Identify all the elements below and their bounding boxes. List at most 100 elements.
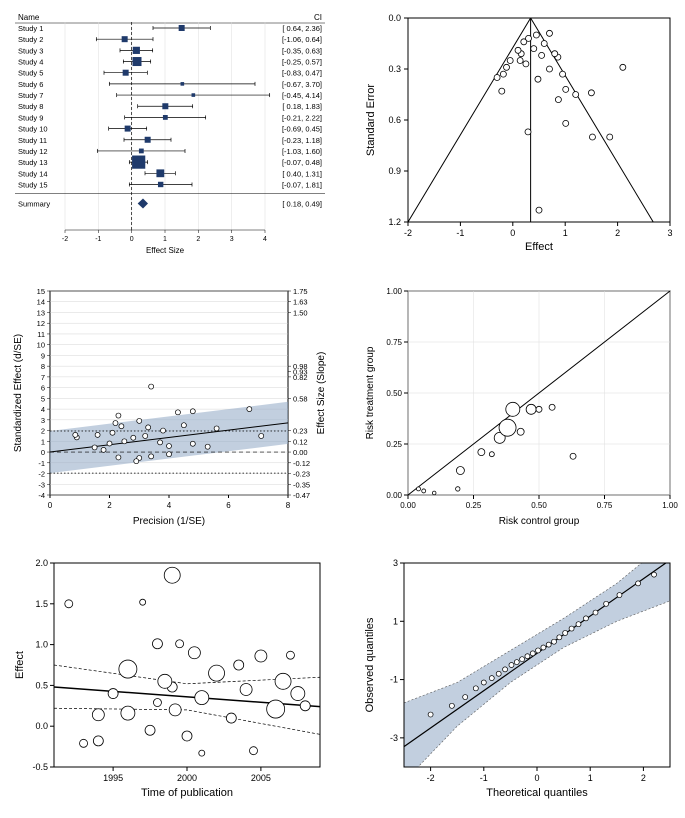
svg-text:0: 0 bbox=[41, 448, 45, 457]
svg-text:3: 3 bbox=[393, 558, 398, 568]
svg-text:0.75: 0.75 bbox=[597, 501, 613, 510]
svg-text:1.50: 1.50 bbox=[293, 308, 308, 317]
svg-text:Effect: Effect bbox=[525, 241, 553, 253]
galbraith-plot-panel: -4-3-2-101234567891011121314151.751.631.… bbox=[10, 283, 330, 536]
svg-text:-3: -3 bbox=[38, 480, 45, 489]
svg-text:-0.47: -0.47 bbox=[293, 491, 310, 500]
svg-text:1.0: 1.0 bbox=[35, 640, 48, 650]
svg-text:1: 1 bbox=[163, 236, 167, 243]
svg-text:Study 4: Study 4 bbox=[18, 58, 43, 67]
svg-text:7: 7 bbox=[41, 373, 45, 382]
svg-text:0.58: 0.58 bbox=[293, 394, 308, 403]
svg-text:0.6: 0.6 bbox=[388, 115, 401, 125]
svg-text:2: 2 bbox=[615, 228, 620, 238]
svg-text:0.25: 0.25 bbox=[386, 440, 402, 449]
svg-text:0.5: 0.5 bbox=[35, 681, 48, 691]
svg-text:12: 12 bbox=[37, 319, 45, 328]
svg-text:Study 12: Study 12 bbox=[18, 147, 48, 156]
svg-text:Study 13: Study 13 bbox=[18, 158, 48, 167]
svg-text:-2: -2 bbox=[62, 236, 68, 243]
svg-text:-0.35: -0.35 bbox=[293, 480, 310, 489]
svg-text:Study 9: Study 9 bbox=[18, 113, 43, 122]
svg-text:-0.12: -0.12 bbox=[293, 458, 310, 467]
svg-text:Effect Size: Effect Size bbox=[146, 246, 185, 255]
svg-text:1.00: 1.00 bbox=[662, 501, 678, 510]
svg-text:[ 0.64, 2.36]: [ 0.64, 2.36] bbox=[282, 24, 322, 33]
svg-text:Study 15: Study 15 bbox=[18, 180, 48, 189]
svg-text:0.75: 0.75 bbox=[386, 338, 402, 347]
svg-text:-2: -2 bbox=[404, 228, 412, 238]
svg-text:4: 4 bbox=[41, 405, 45, 414]
forest-plot-panel: NameCIStudy 1[ 0.64, 2.36]Study 2[-1.06,… bbox=[10, 10, 330, 263]
svg-text:Study 10: Study 10 bbox=[18, 125, 48, 134]
svg-text:-1: -1 bbox=[38, 458, 45, 467]
qq-plot-panel: -2-1012-3-113Theoretical quantilesObserv… bbox=[360, 555, 680, 808]
svg-text:0.23: 0.23 bbox=[293, 426, 308, 435]
svg-text:10: 10 bbox=[37, 340, 45, 349]
svg-text:Study 3: Study 3 bbox=[18, 46, 43, 55]
svg-text:-2: -2 bbox=[38, 469, 45, 478]
svg-text:-2: -2 bbox=[427, 773, 435, 783]
svg-text:[-0.83, 0.47]: [-0.83, 0.47] bbox=[282, 69, 322, 78]
svg-text:Time of publication: Time of publication bbox=[141, 787, 233, 799]
svg-text:1.2: 1.2 bbox=[388, 217, 401, 227]
time-plot-panel: 199520002005-0.50.00.51.01.52.0Time of p… bbox=[10, 555, 330, 808]
svg-text:Study 2: Study 2 bbox=[18, 35, 43, 44]
svg-text:[-0.35, 0.63]: [-0.35, 0.63] bbox=[282, 46, 322, 55]
svg-text:1.00: 1.00 bbox=[386, 287, 402, 296]
svg-text:[-0.67, 3.70]: [-0.67, 3.70] bbox=[282, 80, 322, 89]
svg-text:4: 4 bbox=[263, 236, 267, 243]
svg-text:Effect: Effect bbox=[14, 651, 26, 679]
svg-text:[-1.03, 1.60]: [-1.03, 1.60] bbox=[282, 147, 322, 156]
svg-text:Risk treatment group: Risk treatment group bbox=[365, 346, 376, 439]
svg-text:-4: -4 bbox=[38, 491, 45, 500]
svg-text:Summary: Summary bbox=[18, 199, 50, 208]
svg-text:0.3: 0.3 bbox=[388, 64, 401, 74]
svg-text:9: 9 bbox=[41, 351, 45, 360]
svg-text:[-0.45, 4.14]: [-0.45, 4.14] bbox=[282, 91, 322, 100]
svg-text:Standard Error: Standard Error bbox=[365, 84, 377, 156]
svg-text:6: 6 bbox=[41, 383, 45, 392]
svg-text:2: 2 bbox=[196, 236, 200, 243]
svg-text:-0.23: -0.23 bbox=[293, 469, 310, 478]
svg-text:Observed quantiles: Observed quantiles bbox=[364, 617, 376, 712]
svg-text:0.50: 0.50 bbox=[386, 389, 402, 398]
svg-text:2: 2 bbox=[41, 426, 45, 435]
svg-text:2.0: 2.0 bbox=[35, 558, 48, 568]
svg-text:11: 11 bbox=[37, 330, 45, 339]
chart-grid: NameCIStudy 1[ 0.64, 2.36]Study 2[-1.06,… bbox=[10, 10, 675, 808]
svg-text:8: 8 bbox=[41, 362, 45, 371]
svg-text:-1: -1 bbox=[95, 236, 101, 243]
svg-text:Study 6: Study 6 bbox=[18, 80, 43, 89]
svg-text:Name: Name bbox=[18, 13, 40, 22]
svg-text:-1: -1 bbox=[390, 675, 398, 685]
svg-text:CI: CI bbox=[314, 13, 322, 22]
svg-text:2: 2 bbox=[641, 773, 646, 783]
svg-text:[ 0.40, 1.31]: [ 0.40, 1.31] bbox=[282, 169, 322, 178]
svg-text:Standardized Effect (d/SE): Standardized Effect (d/SE) bbox=[13, 334, 24, 452]
svg-text:[-0.07, 0.48]: [-0.07, 0.48] bbox=[282, 158, 322, 167]
svg-text:2005: 2005 bbox=[251, 773, 271, 783]
svg-text:[ 0.18, 1.83]: [ 0.18, 1.83] bbox=[282, 102, 322, 111]
svg-text:Theoretical quantiles: Theoretical quantiles bbox=[486, 787, 588, 799]
svg-text:14: 14 bbox=[37, 297, 45, 306]
svg-text:3: 3 bbox=[230, 236, 234, 243]
svg-text:-0.5: -0.5 bbox=[32, 762, 48, 772]
svg-text:Precision (1/SE): Precision (1/SE) bbox=[133, 516, 205, 527]
svg-text:0: 0 bbox=[130, 236, 134, 243]
svg-text:0.12: 0.12 bbox=[293, 437, 308, 446]
svg-text:0.25: 0.25 bbox=[466, 501, 482, 510]
svg-text:[-0.69, 0.45]: [-0.69, 0.45] bbox=[282, 125, 322, 134]
svg-text:0.50: 0.50 bbox=[531, 501, 547, 510]
svg-text:1.5: 1.5 bbox=[35, 599, 48, 609]
svg-text:2000: 2000 bbox=[177, 773, 197, 783]
svg-text:Study 1: Study 1 bbox=[18, 24, 43, 33]
svg-text:Study 14: Study 14 bbox=[18, 169, 48, 178]
svg-text:[-0.07, 1.81]: [-0.07, 1.81] bbox=[282, 180, 322, 189]
svg-text:1: 1 bbox=[563, 228, 568, 238]
svg-text:[-0.25, 0.57]: [-0.25, 0.57] bbox=[282, 58, 322, 67]
svg-text:-1: -1 bbox=[480, 773, 488, 783]
svg-text:[-0.21, 2.22]: [-0.21, 2.22] bbox=[282, 113, 322, 122]
svg-text:0: 0 bbox=[48, 501, 53, 510]
svg-text:1: 1 bbox=[393, 617, 398, 627]
